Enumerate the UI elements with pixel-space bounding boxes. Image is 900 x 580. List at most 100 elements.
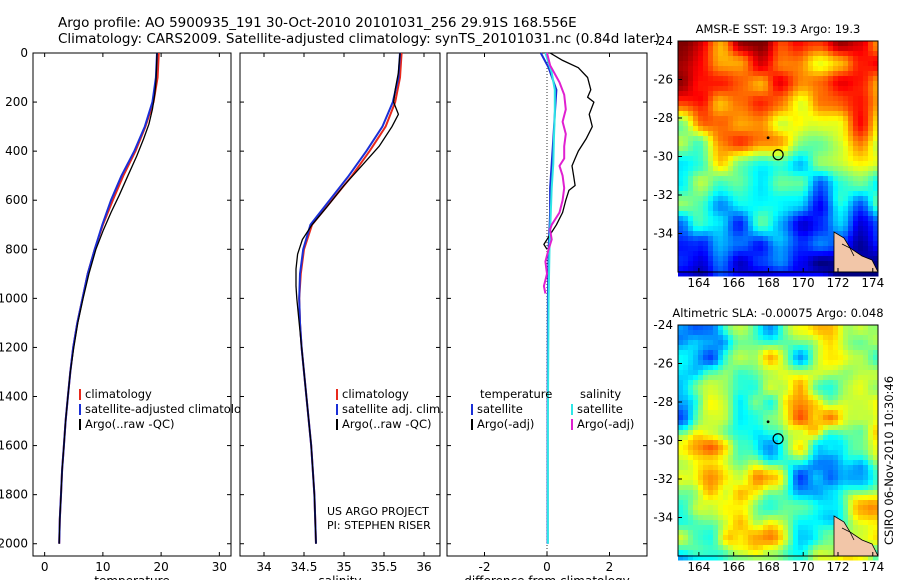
heatmap-cell [778, 56, 784, 62]
heatmap-cell [693, 420, 699, 426]
heatmap-cell [748, 171, 754, 177]
heatmap-cell [738, 420, 744, 426]
heatmap-cell [873, 410, 879, 416]
heatmap-cell [818, 131, 824, 137]
heatmap-cell [678, 435, 684, 441]
heatmap-cell [858, 141, 864, 147]
heatmap-cell [758, 360, 764, 366]
heatmap-cell [768, 435, 774, 441]
heatmap-cell [853, 400, 859, 406]
heatmap-cell [808, 465, 814, 471]
heatmap-cell [813, 370, 819, 376]
heatmap-cell [778, 530, 784, 536]
heatmap-cell [863, 380, 869, 386]
heatmap-cell [743, 226, 749, 232]
heatmap-cell [873, 425, 879, 431]
heatmap-cell [838, 221, 844, 227]
heatmap-cell [873, 500, 879, 506]
heatmap-cell [778, 495, 784, 501]
heatmap-cell [858, 56, 864, 62]
heatmap-cell [723, 330, 729, 336]
heatmap-cell [813, 46, 819, 52]
heatmap-cell [848, 525, 854, 531]
heatmap-cell [833, 146, 839, 152]
heatmap-cell [738, 66, 744, 72]
heatmap-cell [748, 66, 754, 72]
heatmap-cell [833, 216, 839, 222]
heatmap-cell [688, 201, 694, 207]
heatmap-cell [683, 365, 689, 371]
heatmap-cell [793, 126, 799, 132]
heatmap-cell [793, 51, 799, 57]
x-tick-label: 168 [757, 276, 780, 290]
heatmap-cell [733, 151, 739, 157]
heatmap-cell [848, 505, 854, 511]
heatmap-cell [723, 335, 729, 341]
heatmap-cell [693, 510, 699, 516]
heatmap-cell [773, 410, 779, 416]
heatmap-cell [808, 86, 814, 92]
heatmap-cell [723, 450, 729, 456]
heatmap-cell [743, 86, 749, 92]
heatmap-cell [833, 340, 839, 346]
heatmap-cell [818, 465, 824, 471]
heatmap-cell [843, 101, 849, 107]
heatmap-cell [773, 76, 779, 82]
heatmap-cell [793, 420, 799, 426]
heatmap-cell [808, 440, 814, 446]
heatmap-cell [788, 470, 794, 476]
heatmap-cell [813, 146, 819, 152]
heatmap-cell [773, 370, 779, 376]
heatmap-cell [763, 206, 769, 212]
heatmap-cell [698, 510, 704, 516]
heatmap-cell [823, 365, 829, 371]
heatmap-cell [828, 325, 834, 331]
heatmap-cell [778, 385, 784, 391]
heatmap-cell [743, 445, 749, 451]
heatmap-cell [678, 71, 684, 77]
heatmap-cell [768, 51, 774, 57]
heatmap-cell [733, 355, 739, 361]
heatmap-cell [748, 131, 754, 137]
heatmap-cell [718, 415, 724, 421]
heatmap-cell [803, 76, 809, 82]
heatmap-cell [798, 216, 804, 222]
heatmap-cell [733, 161, 739, 167]
heatmap-cell [768, 216, 774, 222]
heatmap-cell [703, 450, 709, 456]
heatmap-cell [798, 420, 804, 426]
heatmap-cell [813, 231, 819, 237]
heatmap-cell [723, 271, 729, 277]
heatmap-cell [773, 445, 779, 451]
heatmap-cell [783, 325, 789, 331]
heatmap-cell [828, 261, 834, 267]
heatmap-cell [793, 435, 799, 441]
heatmap-cell [803, 490, 809, 496]
heatmap-cell [733, 345, 739, 351]
heatmap-cell [708, 156, 714, 162]
x-tick-label: 2 [606, 560, 614, 574]
heatmap-cell [778, 510, 784, 516]
heatmap-cell [718, 340, 724, 346]
heatmap-cell [803, 181, 809, 187]
heatmap-cell [708, 410, 714, 416]
heatmap-cell [688, 480, 694, 486]
heatmap-cell [698, 365, 704, 371]
heatmap-cell [803, 405, 809, 411]
heatmap-cell [848, 425, 854, 431]
heatmap-cell [838, 380, 844, 386]
heatmap-cell [808, 191, 814, 197]
heatmap-cell [873, 56, 879, 62]
heatmap-cell [733, 475, 739, 481]
heatmap-cell [688, 490, 694, 496]
heatmap-cell [833, 440, 839, 446]
heatmap-cell [803, 355, 809, 361]
heatmap-cell [858, 480, 864, 486]
heatmap-cell [838, 370, 844, 376]
heatmap-cell [743, 480, 749, 486]
heatmap-cell [868, 430, 874, 436]
heatmap-cell [773, 515, 779, 521]
heatmap-cell [788, 395, 794, 401]
heatmap-cell [793, 440, 799, 446]
